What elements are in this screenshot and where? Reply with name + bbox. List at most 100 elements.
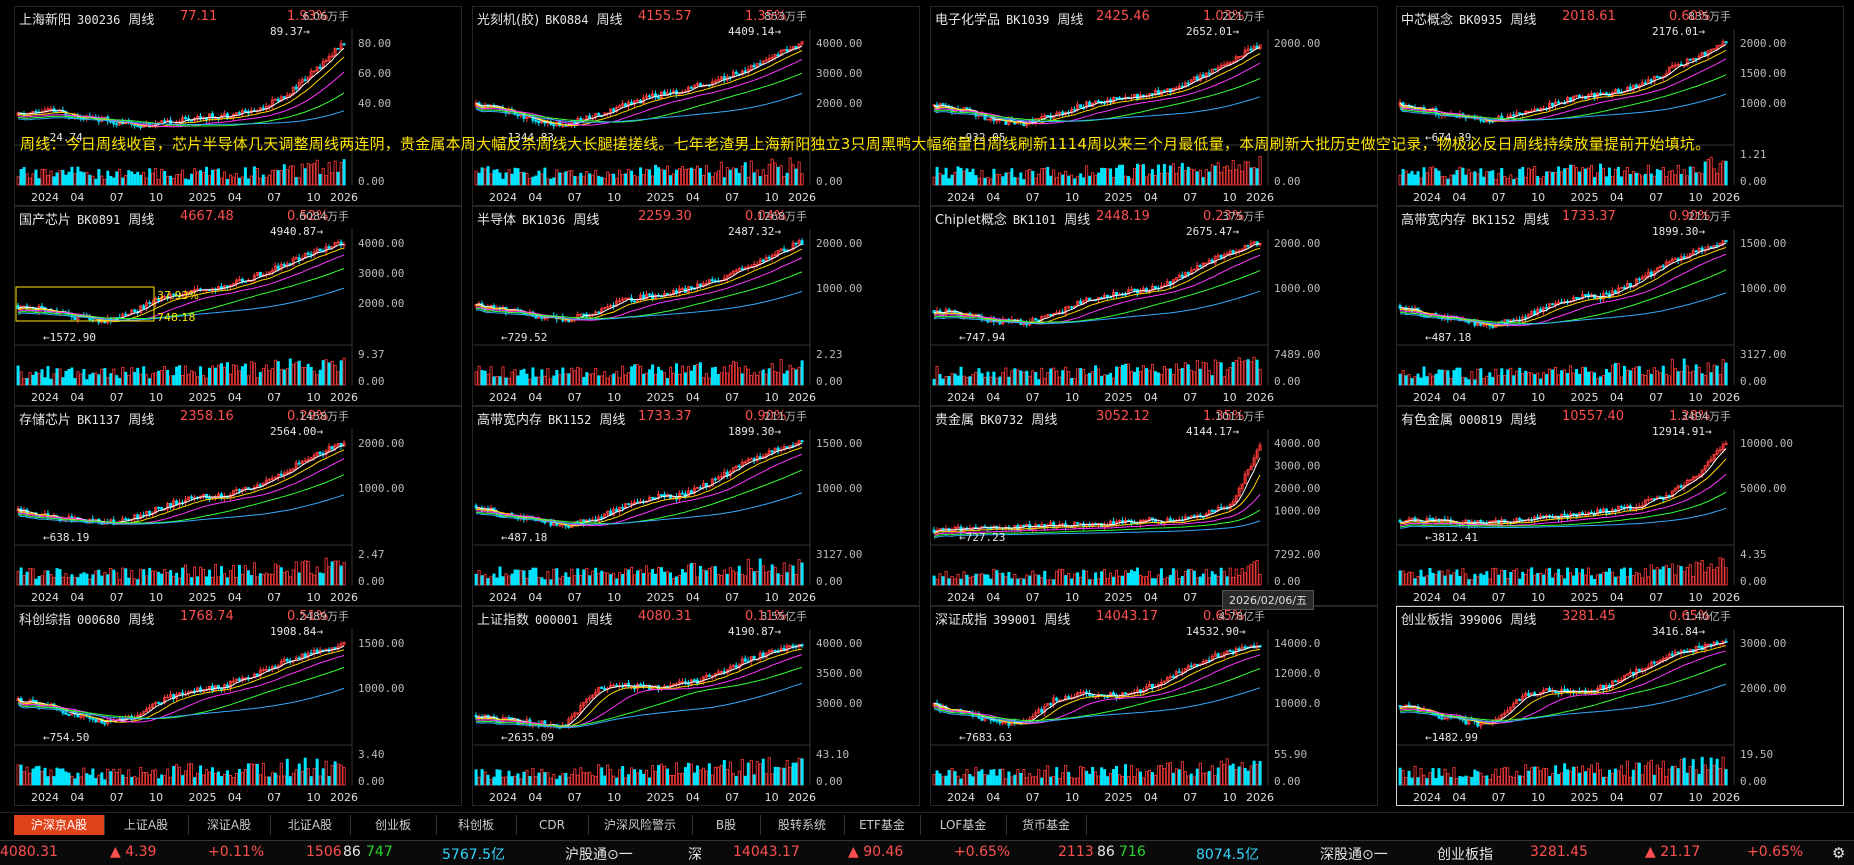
y-tick-label: 3000.00 <box>816 67 862 80</box>
market-tab[interactable]: 科创板 <box>436 815 517 835</box>
volume-tick-label: 4.35 <box>1740 548 1767 561</box>
market-tab[interactable]: B股 <box>692 815 761 835</box>
y-tick-label: 10000.0 <box>1274 697 1320 710</box>
x-axis-label: 07 <box>1649 591 1663 604</box>
x-axis-label: 04 <box>1144 591 1158 604</box>
volume-tick-label: 0.00 <box>358 175 385 188</box>
x-axis-label: 04 <box>228 191 242 204</box>
x-axis-label: 07 <box>267 391 281 404</box>
cy-index-pct: +0.65% <box>1747 844 1803 860</box>
x-axis-label: 07 <box>1649 791 1663 804</box>
y-tick-label: 4000.00 <box>358 237 404 250</box>
x-axis-label: 04 <box>986 791 1000 804</box>
x-axis-label: 07 <box>568 391 582 404</box>
x-axis-label: 04 <box>1144 191 1158 204</box>
x-axis-label: 07 <box>1026 591 1040 604</box>
kline-chart: 4000.003000.002000.000.004409.14→←1344.8… <box>473 7 920 206</box>
market-tab[interactable]: 货币基金 <box>1006 815 1087 835</box>
x-axis-label: 2025 <box>1571 591 1599 604</box>
sz-connect-link[interactable]: 深股通⊙一 <box>1320 844 1388 864</box>
cy-label: 创业板指 <box>1437 844 1493 864</box>
x-axis-label: 2024 <box>31 791 59 804</box>
y-tick-label: 3500.00 <box>816 667 862 680</box>
high-price-label: 2176.01→ <box>1652 25 1705 38</box>
x-axis-label: 04 <box>528 791 542 804</box>
market-tab[interactable]: 股转系统 <box>760 815 845 835</box>
x-axis-label: 2024 <box>947 191 975 204</box>
x-axis-label: 04 <box>686 791 700 804</box>
kline-chart: 4000.003000.002000.001000.007292.000.004… <box>931 407 1378 606</box>
y-tick-label: 1000.00 <box>1274 282 1320 295</box>
x-axis-label: 04 <box>1610 391 1624 404</box>
x-axis-label: 04 <box>1144 791 1158 804</box>
sh-amount: 5767.5亿 <box>442 844 505 864</box>
high-price-label: 4940.87→ <box>270 225 323 238</box>
x-axis-label: 2025 <box>647 391 675 404</box>
market-tab[interactable]: 创业板 <box>350 815 437 835</box>
x-axis-label: 07 <box>725 191 739 204</box>
x-axis-label: 10 <box>765 391 779 404</box>
high-price-label: 1899.30→ <box>728 425 781 438</box>
x-axis-label: 07 <box>110 191 124 204</box>
low-price-label: ←2635.09 <box>501 731 554 744</box>
x-axis-label: 2024 <box>947 591 975 604</box>
market-tab[interactable]: 深证A股 <box>188 815 271 835</box>
volume-tick-label: 0.00 <box>1274 575 1301 588</box>
x-axis-label: 04 <box>1452 391 1466 404</box>
volume-tick-label: 0.00 <box>358 575 385 588</box>
market-tab[interactable]: CDR <box>516 815 589 835</box>
kline-chart: 1500.001000.003.400.001908.84→←754.50202… <box>15 607 462 806</box>
x-axis-label: 07 <box>1183 591 1197 604</box>
x-axis-label: 10 <box>1065 391 1079 404</box>
x-axis-label: 04 <box>70 391 84 404</box>
market-tab[interactable]: 沪深风险警示 <box>588 815 693 835</box>
x-axis-label: 2025 <box>1105 791 1133 804</box>
high-price-label: 2652.01→ <box>1186 25 1239 38</box>
volume-tick-label: 55.90 <box>1274 748 1307 761</box>
x-axis-label: 07 <box>1026 191 1040 204</box>
high-price-label: 4190.87→ <box>728 625 781 638</box>
settings-gear-icon[interactable]: ⚙ <box>1832 844 1845 862</box>
x-axis-label: 10 <box>149 191 163 204</box>
volume-tick-label: 3127.00 <box>1740 348 1786 361</box>
sz-amount: 8074.5亿 <box>1196 844 1259 864</box>
market-tab[interactable]: 北证A股 <box>270 815 351 835</box>
volume-tick-label: 0.00 <box>1274 775 1301 788</box>
market-tab[interactable]: 沪深京A股 <box>14 815 105 835</box>
x-axis-label: 2026 <box>788 591 816 604</box>
x-axis-label: 2025 <box>189 791 217 804</box>
x-axis-label: 2026 <box>330 591 358 604</box>
x-axis-label: 07 <box>267 191 281 204</box>
sz-down-count: 716 <box>1119 844 1146 860</box>
cy-index-change: ▲ 21.17 <box>1645 844 1700 860</box>
volume-tick-label: 2.23 <box>816 348 843 361</box>
market-tab[interactable]: LOF基金 <box>920 815 1007 835</box>
sh-connect-link[interactable]: 沪股通⊙一 <box>565 844 633 864</box>
high-price-label: 89.37→ <box>270 25 310 38</box>
x-axis-label: 2024 <box>1413 591 1441 604</box>
x-axis-label: 2026 <box>1712 791 1740 804</box>
low-price-label: ←727.23 <box>959 531 1005 544</box>
market-tab[interactable]: ETF基金 <box>844 815 921 835</box>
x-axis-label: 10 <box>1223 391 1237 404</box>
market-tab[interactable]: 上证A股 <box>104 815 189 835</box>
x-axis-label: 2026 <box>788 391 816 404</box>
